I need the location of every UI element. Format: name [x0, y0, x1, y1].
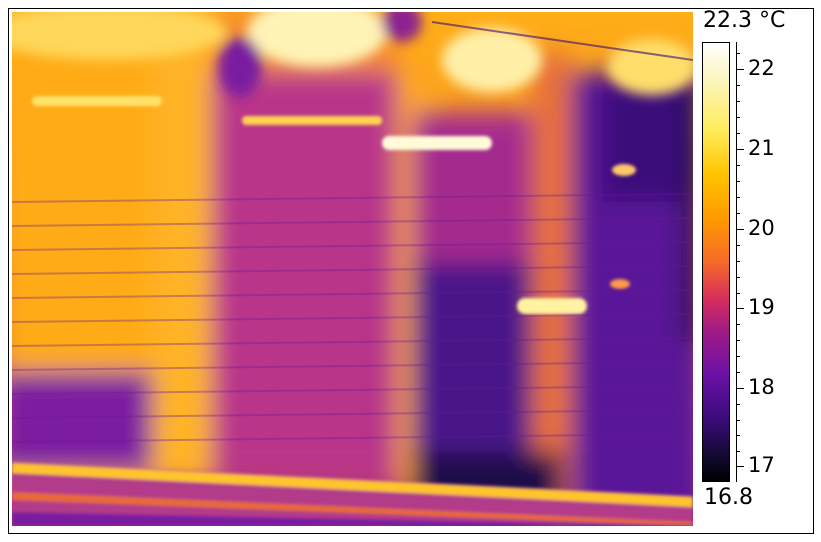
- scale-minor-tick: [736, 133, 740, 134]
- image-frame: [8, 8, 814, 534]
- scale-minor-tick: [736, 101, 740, 102]
- scale-tick-label: 22: [748, 56, 775, 80]
- thermal-image: [12, 12, 693, 526]
- scale-tick: [736, 466, 744, 467]
- scale-minor-tick: [736, 420, 740, 421]
- scale-minor-tick: [736, 117, 740, 118]
- scale-min-label: 16.8: [704, 485, 753, 510]
- scale-minor-tick: [736, 181, 740, 182]
- scale-tick: [736, 149, 744, 150]
- color-scale-bar: [702, 42, 730, 482]
- scale-minor-tick: [736, 277, 740, 278]
- scale-tick-label: 20: [748, 216, 775, 240]
- scale-tick: [736, 69, 744, 70]
- scale-minor-tick: [736, 435, 740, 436]
- scale-tick-label: 18: [748, 375, 775, 399]
- scale-tick-label: 17: [748, 453, 775, 477]
- scale-minor-tick: [736, 245, 740, 246]
- scale-minor-tick: [736, 213, 740, 214]
- scale-minor-tick: [736, 293, 740, 294]
- scale-minor-tick: [736, 356, 740, 357]
- scale-minor-tick: [736, 261, 740, 262]
- scale-tick: [736, 229, 744, 230]
- scale-minor-tick: [736, 85, 740, 86]
- scale-tick-label: 21: [748, 136, 775, 160]
- scale-minor-tick: [736, 197, 740, 198]
- scale-tick: [736, 388, 744, 389]
- scale-minor-tick: [736, 340, 740, 341]
- scale-minor-tick: [736, 53, 740, 54]
- scale-minor-tick: [736, 165, 740, 166]
- scale-minor-tick: [736, 324, 740, 325]
- scale-tick: [736, 308, 744, 309]
- scale-max-label: 22.3 °C: [703, 8, 786, 33]
- scale-tick-label: 19: [748, 295, 775, 319]
- scale-minor-tick: [736, 372, 740, 373]
- scale-axis: [736, 42, 737, 482]
- scale-minor-tick: [736, 404, 740, 405]
- scale-minor-tick: [736, 451, 740, 452]
